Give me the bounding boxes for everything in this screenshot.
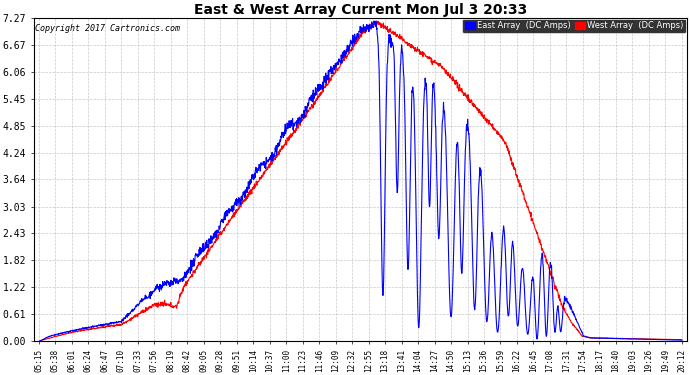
Legend: East Array  (DC Amps), West Array  (DC Amps): East Array (DC Amps), West Array (DC Amp…	[462, 19, 686, 33]
Title: East & West Array Current Mon Jul 3 20:33: East & West Array Current Mon Jul 3 20:3…	[194, 3, 527, 17]
Text: Copyright 2017 Cartronics.com: Copyright 2017 Cartronics.com	[35, 24, 180, 33]
